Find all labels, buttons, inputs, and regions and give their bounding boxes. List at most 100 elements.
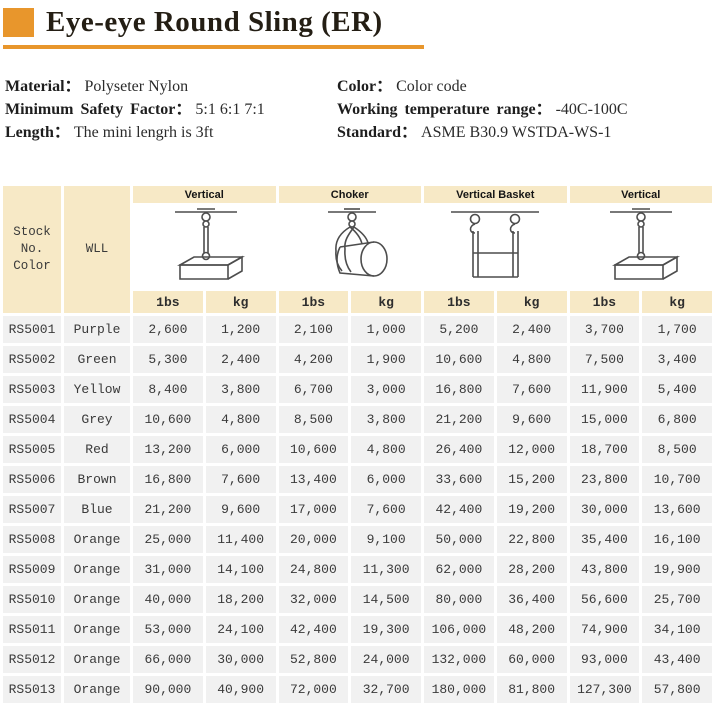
spec-label: Length： — [5, 124, 70, 141]
color-cell: Blue — [64, 496, 130, 523]
value-cell: 35,400 — [569, 526, 640, 553]
color-header-label: Color — [13, 259, 51, 273]
value-cell: 3,700 — [569, 316, 640, 343]
color-cell: Yellow — [64, 376, 130, 403]
value-cell: 19,900 — [642, 556, 712, 583]
value-cell: 4,800 — [496, 346, 567, 373]
table-row: RS5010 Orange 40,000 18,200 32,000 14,500 80,0… — [3, 586, 712, 613]
value-cell: 2,100 — [278, 316, 349, 343]
spec-value: Color code — [396, 78, 467, 95]
stock-no-cell: RS5001 — [3, 316, 61, 343]
table-row: RS5007 Blue 21,200 9,600 17,000 7,600 42,400 19… — [3, 496, 712, 523]
stock-no-cell: RS5013 — [3, 676, 61, 703]
spec-standard: Standard： ASME B30.9 WSTDA-WS-1 — [337, 121, 715, 144]
value-cell: 10,600 — [424, 346, 494, 373]
value-cell: 6,000 — [205, 436, 276, 463]
value-cell: 13,200 — [133, 436, 203, 463]
choker-sling-diagram — [278, 206, 423, 288]
value-cell: 15,200 — [496, 466, 567, 493]
value-cell: 9,600 — [496, 406, 567, 433]
value-cell: 2,400 — [496, 316, 567, 343]
value-cell: 4,200 — [278, 346, 349, 373]
table-row: RS5002 Green 5,300 2,400 4,200 1,900 10,600 4,8… — [3, 346, 712, 373]
value-cell: 20,000 — [278, 526, 349, 553]
table-row: RS5005 Red 13,200 6,000 10,600 4,800 26,400 12,… — [3, 436, 712, 463]
value-cell: 1,000 — [351, 316, 421, 343]
value-cell: 14,500 — [351, 586, 421, 613]
value-cell: 14,100 — [205, 556, 276, 583]
value-cell: 74,900 — [569, 616, 640, 643]
spec-safety-factor: Minimum Safety Factor： 5:1 6:1 7:1 — [5, 98, 337, 121]
stock-no-cell: RS5006 — [3, 466, 61, 493]
value-cell: 1,200 — [205, 316, 276, 343]
value-cell: 81,800 — [496, 676, 567, 703]
color-cell: Orange — [64, 616, 130, 643]
vertical-basket-sling-diagram — [423, 206, 568, 288]
value-cell: 3,800 — [205, 376, 276, 403]
value-cell: 21,200 — [133, 496, 203, 523]
value-cell: 10,600 — [133, 406, 203, 433]
group-header-choker: Choker — [278, 186, 421, 203]
color-cell: Purple — [64, 316, 130, 343]
value-cell: 8,500 — [278, 406, 349, 433]
value-cell: 80,000 — [424, 586, 494, 613]
unit-header-lbs: 1bs — [133, 291, 203, 313]
value-cell: 23,800 — [569, 466, 640, 493]
value-cell: 19,300 — [351, 616, 421, 643]
color-cell: Brown — [64, 466, 130, 493]
color-cell: Orange — [64, 556, 130, 583]
value-cell: 18,200 — [205, 586, 276, 613]
color-cell: Orange — [64, 526, 130, 553]
value-cell: 18,700 — [569, 436, 640, 463]
table-row: RS5003 Yellow 8,400 3,800 6,700 3,000 16,800 7,… — [3, 376, 712, 403]
value-cell: 6,000 — [351, 466, 421, 493]
value-cell: 5,400 — [642, 376, 712, 403]
value-cell: 36,400 — [496, 586, 567, 613]
value-cell: 1,700 — [642, 316, 712, 343]
value-cell: 72,000 — [278, 676, 349, 703]
value-cell: 21,200 — [424, 406, 494, 433]
group-header-vertical-basket: Vertical Basket — [424, 186, 567, 203]
value-cell: 40,900 — [205, 676, 276, 703]
value-cell: 26,400 — [424, 436, 494, 463]
value-cell: 10,600 — [278, 436, 349, 463]
value-cell: 53,000 — [133, 616, 203, 643]
value-cell: 7,600 — [496, 376, 567, 403]
value-cell: 2,400 — [205, 346, 276, 373]
value-cell: 11,400 — [205, 526, 276, 553]
spec-value: ASME B30.9 WSTDA-WS-1 — [421, 124, 612, 141]
value-cell: 11,300 — [351, 556, 421, 583]
value-cell: 50,000 — [424, 526, 494, 553]
value-cell: 12,000 — [496, 436, 567, 463]
title-underline — [3, 45, 424, 49]
orange-square-bullet-icon — [3, 8, 34, 37]
stock-no-cell: RS5009 — [3, 556, 61, 583]
value-cell: 34,100 — [642, 616, 712, 643]
value-cell: 7,600 — [351, 496, 421, 523]
spec-value: The mini lengrh is 3ft — [73, 124, 214, 141]
value-cell: 8,500 — [642, 436, 712, 463]
value-cell: 90,000 — [133, 676, 203, 703]
spec-value: -40C-100C — [555, 101, 628, 118]
value-cell: 11,900 — [569, 376, 640, 403]
spec-length: Length： The mini lengrh is 3ft — [5, 121, 337, 144]
value-cell: 8,400 — [133, 376, 203, 403]
wll-header: WLL — [64, 186, 130, 313]
value-cell: 62,000 — [424, 556, 494, 583]
table-row: RS5001 Purple 2,600 1,200 2,100 1,000 5,200 2,4… — [3, 316, 712, 343]
stock-no-cell: RS5008 — [3, 526, 61, 553]
value-cell: 4,800 — [351, 436, 421, 463]
value-cell: 24,100 — [205, 616, 276, 643]
stock-no-cell: RS5003 — [3, 376, 61, 403]
value-cell: 43,400 — [642, 646, 712, 673]
unit-header-kg: kg — [642, 291, 712, 313]
value-cell: 30,000 — [205, 646, 276, 673]
stock-no-cell: RS5010 — [3, 586, 61, 613]
specs-right-column: Color： Color code Working temperature ran… — [337, 75, 715, 144]
value-cell: 17,000 — [278, 496, 349, 523]
value-cell: 19,200 — [496, 496, 567, 523]
value-cell: 6,700 — [278, 376, 349, 403]
value-cell: 33,600 — [424, 466, 494, 493]
table-row: RS5012 Orange 66,000 30,000 52,800 24,000 132,… — [3, 646, 712, 673]
value-cell: 60,000 — [496, 646, 567, 673]
